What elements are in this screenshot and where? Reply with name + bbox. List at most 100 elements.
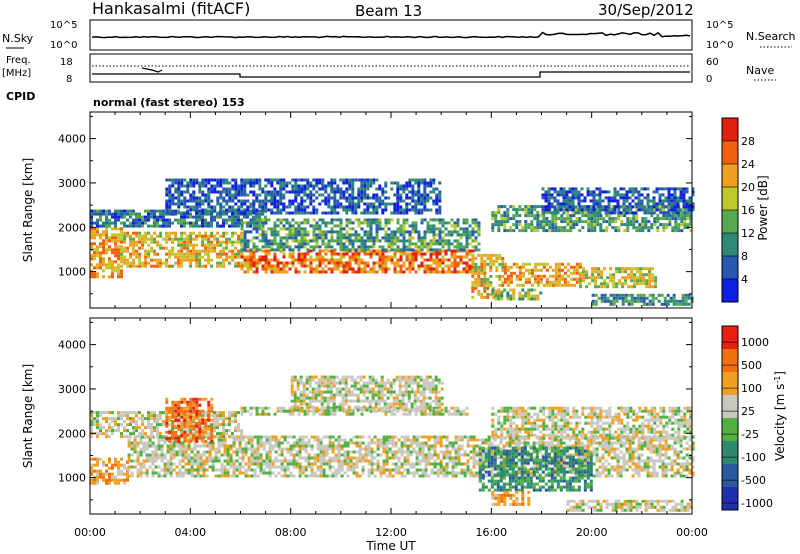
heatmap-cell [246, 208, 250, 212]
heatmap-cell [306, 218, 310, 222]
heatmap-cell [276, 258, 280, 262]
heatmap-cell [598, 208, 602, 212]
heatmap-cell [433, 465, 437, 469]
heatmap-cell [600, 299, 604, 303]
heatmap-cell [352, 435, 356, 439]
heatmap-cell [297, 205, 301, 209]
heatmap-cell [646, 193, 650, 197]
heatmap-cell [126, 475, 129, 479]
heatmap-cell [268, 456, 272, 460]
heatmap-cell [372, 270, 376, 274]
heatmap-cell [298, 456, 302, 460]
heatmap-cell [270, 193, 274, 197]
heatmap-cell [408, 230, 412, 234]
heatmap-cell [352, 471, 356, 475]
heatmap-cell [171, 264, 175, 268]
heatmap-cell [190, 447, 194, 451]
heatmap-cell [93, 230, 96, 234]
heatmap-cell [255, 212, 258, 216]
heatmap-cell [396, 236, 400, 240]
heatmap-cell [357, 261, 361, 265]
heatmap-cell [183, 246, 187, 250]
heatmap-cell [542, 262, 546, 266]
heatmap-cell [423, 264, 427, 268]
heatmap-cell [201, 190, 205, 194]
heatmap-cell [237, 252, 241, 256]
heatmap-cell [108, 224, 111, 228]
heatmap-cell [435, 227, 439, 231]
heatmap-cell [613, 199, 617, 203]
heatmap-cell [400, 471, 404, 475]
heatmap-cell [336, 267, 340, 271]
heatmap-cell [333, 208, 337, 212]
heatmap-cell [114, 266, 117, 270]
heatmap-cell [369, 178, 373, 182]
heatmap-cell [420, 181, 424, 185]
heatmap-cell [623, 211, 627, 215]
heatmap-cell [181, 444, 185, 448]
heatmap-cell [691, 190, 695, 194]
heatmap-cell [435, 239, 439, 243]
heatmap-cell [96, 221, 99, 225]
heatmap-cell [578, 265, 582, 269]
heatmap-cell [623, 205, 627, 209]
heatmap-cell [506, 220, 510, 224]
heatmap-cell [234, 240, 238, 244]
heatmap-cell [556, 202, 560, 206]
heatmap-cell [459, 236, 463, 240]
heatmap-cell [554, 277, 558, 281]
heatmap-cell [385, 468, 389, 472]
heatmap-cell [622, 199, 626, 203]
heatmap-cell [333, 196, 337, 200]
heatmap-cell [264, 178, 268, 182]
heatmap-cell [277, 438, 281, 442]
heatmap-cell [577, 190, 581, 194]
heatmap-cell [195, 255, 199, 259]
heatmap-cell [331, 456, 335, 460]
heatmap-cell [111, 472, 114, 476]
heatmap-cell [231, 205, 235, 209]
heatmap-cell [554, 226, 558, 230]
heatmap-cell [415, 468, 419, 472]
heatmap-cell [646, 187, 650, 191]
heatmap-cell [480, 256, 484, 260]
heatmap-cell [318, 227, 322, 231]
heatmap-cell [625, 211, 629, 215]
y-tick-label: 2000 [58, 221, 86, 234]
heatmap-cell [408, 233, 412, 237]
heatmap-cell [264, 239, 268, 243]
heatmap-cell [304, 447, 308, 451]
heatmap-cell [327, 242, 331, 246]
heatmap-cell [289, 444, 293, 448]
heatmap-cell [572, 226, 576, 230]
heatmap-cell [117, 272, 120, 276]
heatmap-cell [96, 266, 99, 270]
heatmap-cell [620, 214, 624, 218]
heatmap-cell [351, 196, 355, 200]
heatmap-cell [385, 462, 389, 466]
heatmap-cell [506, 214, 510, 218]
heatmap-cell [207, 212, 210, 216]
heatmap-cell [240, 255, 244, 259]
heatmap-cell [432, 233, 436, 237]
heatmap-cell [220, 444, 224, 448]
heatmap-cell [252, 261, 256, 265]
heatmap-cell [150, 212, 153, 216]
heatmap-cell [447, 267, 451, 271]
heatmap-cell [225, 178, 229, 182]
heatmap-cell [225, 252, 229, 256]
heatmap-cell [468, 236, 472, 240]
heatmap-cell [198, 255, 202, 259]
heatmap-cell [586, 190, 590, 194]
heatmap-cell [498, 256, 502, 260]
heatmap-cell [321, 255, 325, 259]
heatmap-cell [336, 261, 340, 265]
heatmap-cell [234, 218, 237, 222]
heatmap-cell [336, 239, 340, 243]
heatmap-cell [117, 227, 120, 231]
heatmap-cell [369, 224, 373, 228]
heatmap-cell [193, 474, 197, 478]
heatmap-cell [524, 205, 528, 209]
heatmap-cell [418, 450, 422, 454]
heatmap-cell [557, 229, 561, 233]
